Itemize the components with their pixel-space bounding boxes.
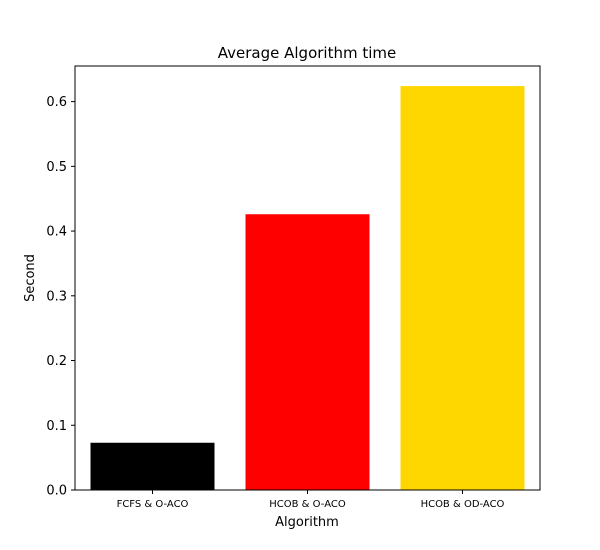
y-tick-label: 0.2 [46, 354, 67, 369]
y-tick-label: 0.3 [46, 289, 67, 304]
y-tick-label: 0.1 [46, 419, 67, 434]
x-tick-label: HCOB & O-ACO [269, 499, 346, 510]
chart-title: Average Algorithm time [218, 44, 396, 62]
y-tick-label: 0.4 [46, 225, 67, 240]
y-axis-label: Second [23, 254, 38, 302]
y-tick-label: 0.6 [46, 95, 67, 110]
bar-0 [90, 442, 215, 490]
y-tick-label: 0.0 [46, 484, 67, 499]
bar-1 [245, 214, 370, 491]
x-tick-label: HCOB & OD-ACO [421, 499, 505, 510]
x-tick-label: FCFS & O-ACO [117, 499, 189, 510]
plot-frame [74, 65, 541, 491]
bar-2 [400, 86, 525, 490]
y-tick-label: 0.5 [46, 160, 67, 175]
x-axis-ticks: FCFS & O-ACO HCOB & O-ACO HCOB & OD-ACO [117, 490, 505, 510]
bars-group [90, 86, 525, 491]
x-axis-label: Algorithm [275, 515, 339, 530]
y-axis-ticks: 0.0 0.1 0.2 0.3 0.4 0.5 0.6 [46, 95, 75, 499]
